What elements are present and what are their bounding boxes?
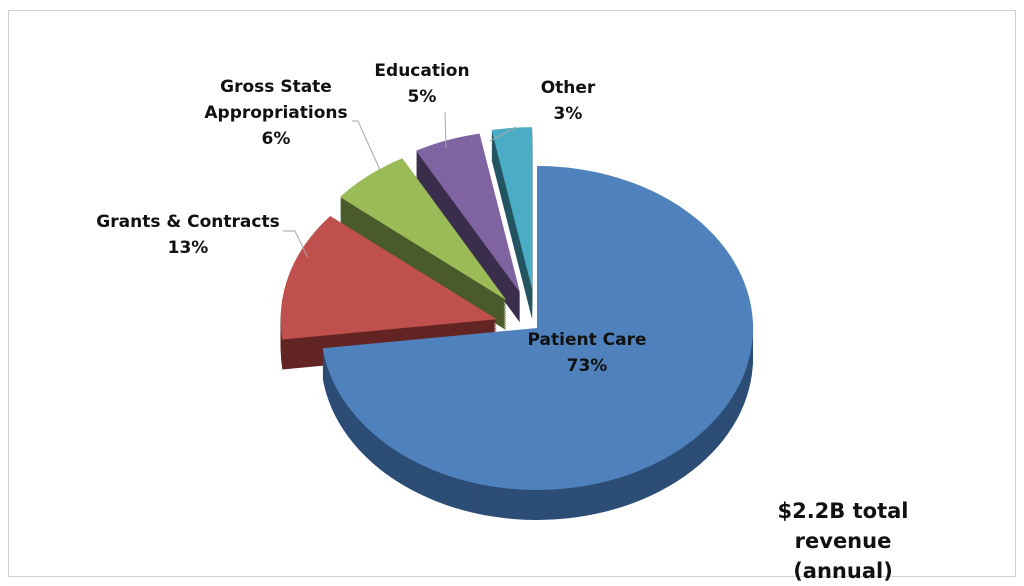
slice-patient-care xyxy=(322,166,753,491)
label-patient-care: Patient Care 73% xyxy=(527,330,647,376)
leader-lines xyxy=(283,111,517,259)
leader-line-other xyxy=(489,126,517,142)
leader-line-education xyxy=(444,111,447,149)
slice-grants-contracts xyxy=(280,215,497,340)
slice-other xyxy=(491,127,533,290)
leader-line-grants xyxy=(283,230,309,259)
label-gross-state: Gross State Appropriations 6% xyxy=(204,77,348,149)
slice-education xyxy=(416,133,521,293)
leader-line-gross-state xyxy=(352,120,381,171)
slice-gross-state-appropriations xyxy=(339,158,507,301)
label-education: Education 5% xyxy=(374,61,470,107)
total-revenue-annotation: $2.2B total revenue (annual) xyxy=(777,499,909,583)
label-other: Other 3% xyxy=(540,78,596,124)
label-grants-contracts: Grants & Contracts 13% xyxy=(96,212,280,258)
